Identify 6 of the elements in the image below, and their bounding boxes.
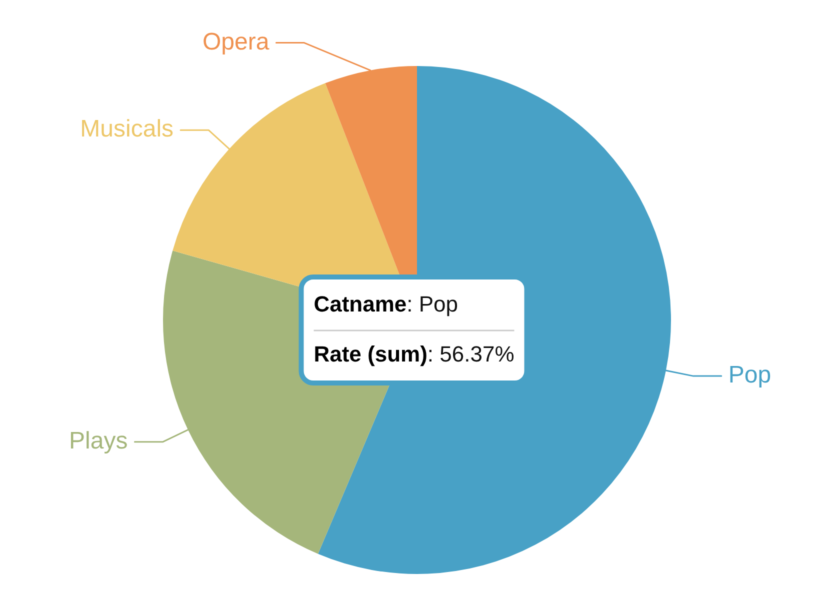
slice-label: Musicals [80,116,174,143]
slice-label: Opera [202,28,270,56]
slice-label: Pop [728,362,772,389]
slice-label: Plays [69,428,128,455]
text: Catname: Pop [314,292,458,317]
text: Rate (sum): 56.37% [314,342,514,367]
